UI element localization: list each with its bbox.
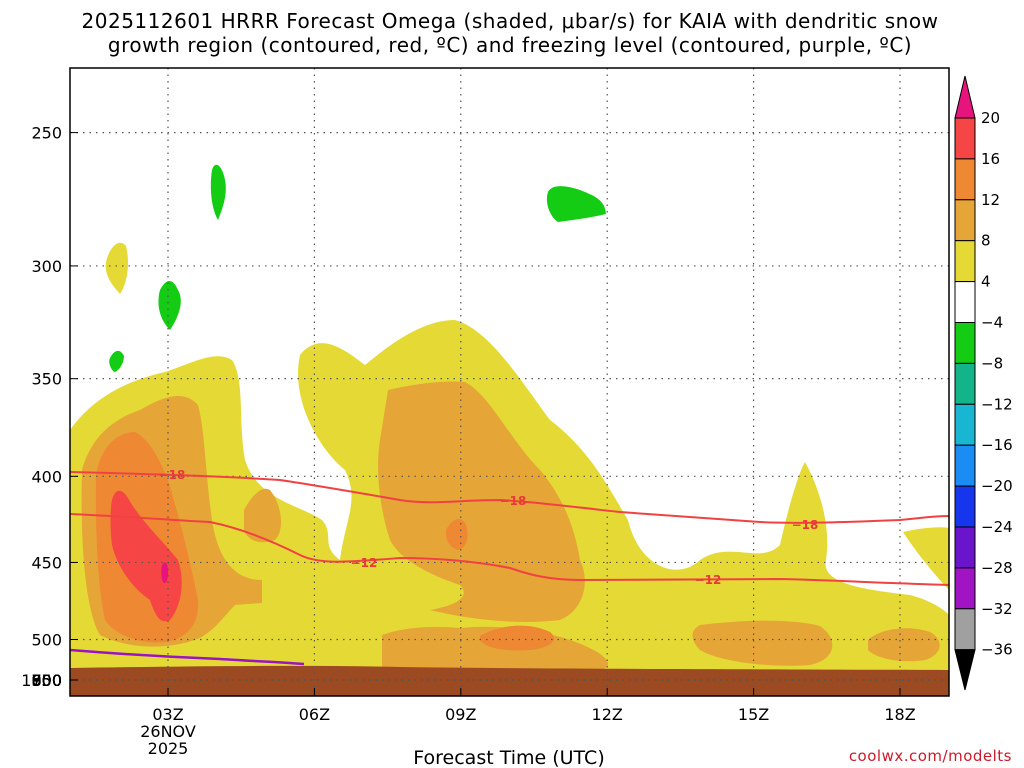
omega-region-peak-20: [161, 562, 168, 583]
omega-region-center-8: [378, 381, 585, 622]
colorbar-swatch-1: [954, 117, 976, 160]
contour-label-minus12-b: −12: [695, 573, 722, 587]
x-tick-label-09Z: 09Z: [445, 705, 476, 724]
colorbar-swatch-8: [954, 403, 976, 446]
colorbar-swatch-3: [954, 199, 976, 242]
chart-title-line2: growth region (contoured, red, ºC) and f…: [108, 33, 912, 57]
contour-label-minus18-c: −18: [792, 518, 819, 532]
omega-region-bottom-12: [480, 625, 554, 651]
omega-region-core-16: [110, 490, 182, 622]
x-tick-label-12Z: 12Z: [592, 705, 623, 724]
x-tick-date-line2: 2025: [148, 739, 189, 758]
omega-region-upper-yellow: [105, 242, 128, 294]
dgz-contour-minus18: [69, 471, 950, 524]
dgz-contours: [69, 471, 950, 586]
x-tick-label-03Z: 03Z: [152, 705, 183, 724]
colorbar-swatch-11: [954, 526, 976, 569]
credit-text: coolwx.com/modelts: [849, 747, 1012, 765]
colorbar-label-13: −36: [981, 641, 1013, 659]
colorbar-label-4: 4: [981, 273, 991, 291]
contour-label-minus18-b: −18: [500, 494, 527, 508]
y-tick-label-650: 650: [31, 671, 62, 690]
omega-region-right-8b: [868, 628, 940, 662]
y-tick-label-950: 950: [31, 671, 62, 690]
y-tick-label-550: 550: [31, 671, 62, 690]
y-tick-label-300: 300: [31, 257, 62, 276]
x-axis-ticks: 03Z 06Z 09Z 12Z 15Z 18Z: [152, 688, 916, 724]
y-tick-label-850: 850: [31, 671, 62, 690]
subsidence-pocket-1: [210, 164, 226, 220]
x-axis-label: Forecast Time (UTC): [413, 747, 604, 768]
omega-fill-20: [161, 562, 168, 583]
dgz-contour-minus12: [69, 513, 950, 586]
freezing-level-contour: [69, 648, 305, 666]
omega-fill-16: [110, 490, 182, 622]
colorbar-label-1: 16: [981, 150, 1000, 168]
subsidence-pocket-3: [158, 280, 181, 330]
colorbar-swatch-2: [954, 158, 976, 201]
colorbar-swatch-6: [954, 322, 976, 364]
colorbar-swatch-7: [954, 362, 976, 405]
contour-label-minus18-a: −18: [159, 468, 186, 482]
colorbar-swatch-9: [954, 444, 976, 487]
chart-title-line1: 2025112601 HRRR Forecast Omega (shaded, …: [82, 9, 939, 33]
y-tick-label-700: 700: [31, 671, 62, 690]
omega-region-center-12: [445, 518, 468, 550]
colorbar: 20 16 12 8 4 −4 −8 −12 −16 −20 −24 −28 −32 −36: [954, 75, 1013, 691]
colorbar-label-10: −24: [981, 518, 1013, 536]
colorbar-label-11: −28: [981, 559, 1013, 577]
colorbar-top-arrow: [954, 75, 976, 119]
subsidence-pocket-4: [109, 350, 124, 372]
omega-region-mid-8: [244, 488, 282, 543]
colorbar-bottom-arrow: [954, 649, 976, 691]
colorbar-swatch-4: [954, 240, 976, 283]
colorbar-swatch-12: [954, 567, 976, 610]
colorbar-label-6: −8: [981, 354, 1003, 372]
y-axis-ticks: 250 300 350 400 450 500 5506006507007508008509…: [21, 124, 78, 690]
omega-region-right-tip: [903, 527, 949, 590]
dgz-contour-labels: −18 −18 −18 −12 −12: [159, 468, 819, 587]
colorbar-label-2: 12: [981, 191, 1000, 209]
colorbar-label-12: −32: [981, 600, 1013, 618]
colorbar-swatch-10: [954, 485, 976, 528]
colorbar-label-0: 20: [981, 109, 1000, 127]
y-tick-label-350: 350: [31, 370, 62, 389]
x-tick-date-line1: 26NOV: [140, 722, 196, 741]
y-tick-label-900: 900: [31, 671, 62, 690]
y-tick-label-800: 800: [31, 671, 62, 690]
colorbar-label-3: 8: [981, 232, 991, 250]
x-tick-label-06Z: 06Z: [299, 705, 330, 724]
contour-label-minus12-a: −12: [351, 556, 378, 570]
subsidence-pocket-2: [546, 186, 606, 222]
colorbar-label-8: −16: [981, 436, 1013, 454]
colorbar-swatch-5: [954, 281, 976, 324]
y-tick-label-500: 500: [31, 630, 62, 649]
omega-region-right-8a: [692, 620, 833, 666]
y-tick-label-1000: 1000: [21, 671, 62, 690]
y-tick-label-450: 450: [31, 553, 62, 572]
colorbar-label-9: −20: [981, 477, 1013, 495]
colorbar-label-7: −12: [981, 395, 1013, 413]
y-tick-label-250: 250: [31, 124, 62, 143]
y-tick-label-600: 600: [31, 671, 62, 690]
y-tick-label-750: 750: [31, 671, 62, 690]
omega-fill-neg4: [109, 164, 606, 372]
gridlines: [70, 68, 949, 696]
x-tick-label-15Z: 15Z: [738, 705, 769, 724]
colorbar-swatch-13: [954, 608, 976, 651]
surface-ground: [70, 665, 949, 696]
x-tick-label-18Z: 18Z: [884, 705, 915, 724]
colorbar-label-5: −4: [981, 314, 1003, 332]
plot-frame: [69, 67, 950, 697]
plot-area: [70, 164, 949, 696]
y-tick-label-400: 400: [31, 467, 62, 486]
